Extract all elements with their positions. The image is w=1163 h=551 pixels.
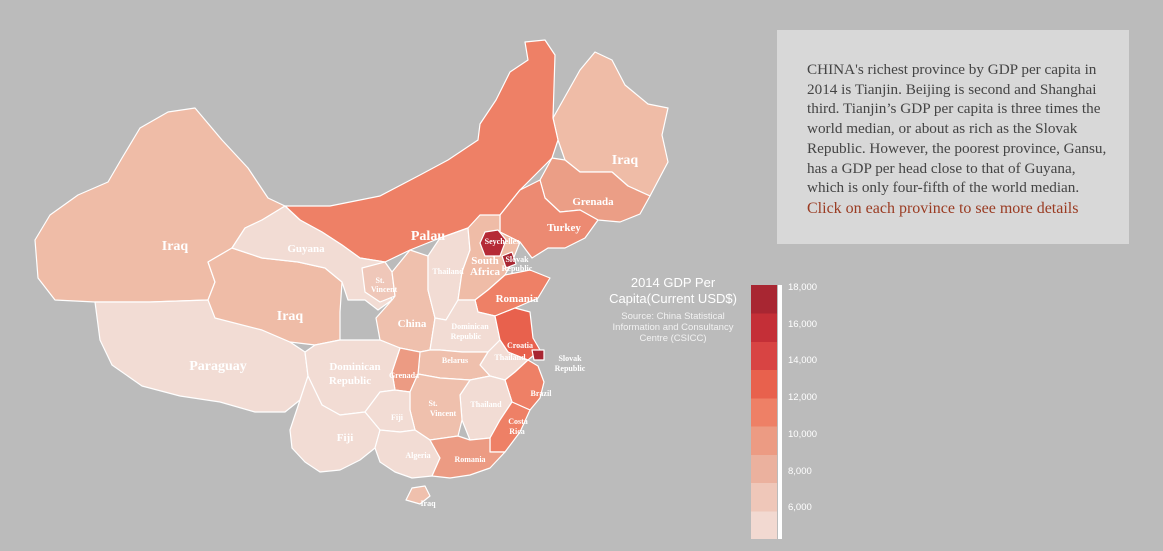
- province-guangdong[interactable]: [429, 435, 506, 479]
- legend-tick-label: 12,000: [788, 392, 818, 404]
- legend-band: [751, 454, 777, 484]
- info-text: CHINA's richest province by GDP per capi…: [807, 61, 1107, 197]
- info-panel: CHINA's richest province by GDP per capi…: [777, 30, 1129, 244]
- map-label-shanghai-2: Republic: [555, 364, 586, 373]
- province-hunan[interactable]: [409, 373, 471, 441]
- legend-band: [751, 313, 777, 342]
- legend-title: 2014 GDP Per Capita(Current USD$): [609, 275, 737, 306]
- legend-band: [751, 285, 777, 314]
- province-hainan[interactable]: [405, 485, 431, 505]
- legend-band: [751, 510, 777, 539]
- china-province-map: Iraq Paraguay Iraq Guyana Palau Iraq Gre…: [34, 39, 669, 508]
- legend-color-scale: [751, 285, 782, 539]
- details-prompt: Click on each province to see more detai…: [807, 199, 1079, 217]
- legend-band: [751, 397, 777, 427]
- legend-band: [751, 426, 777, 455]
- legend-tick-label: 10,000: [788, 428, 818, 440]
- legend-tick-label: 6,000: [788, 502, 812, 514]
- province-shanghai[interactable]: [531, 349, 545, 361]
- legend-tick-label: 14,000: [788, 355, 818, 367]
- legend-tick-label: 16,000: [788, 318, 818, 330]
- province-tianjin[interactable]: [501, 251, 517, 269]
- legend-tick-label: 8,000: [788, 465, 812, 477]
- legend-tick-label: 18,000: [788, 282, 818, 293]
- legend-band: [751, 369, 777, 399]
- map-label-shanghai-1: Slovak: [558, 354, 582, 363]
- legend-band: [751, 341, 777, 371]
- legend-tick-labels: 18,000 16,000 14,000 12,000 10,000 8,000 6,000: [786, 282, 846, 539]
- legend-source: Source: China Statistical Information an…: [612, 311, 734, 344]
- legend-axis-line: [778, 285, 782, 539]
- province-beijing[interactable]: [479, 229, 507, 257]
- legend-band: [751, 482, 777, 512]
